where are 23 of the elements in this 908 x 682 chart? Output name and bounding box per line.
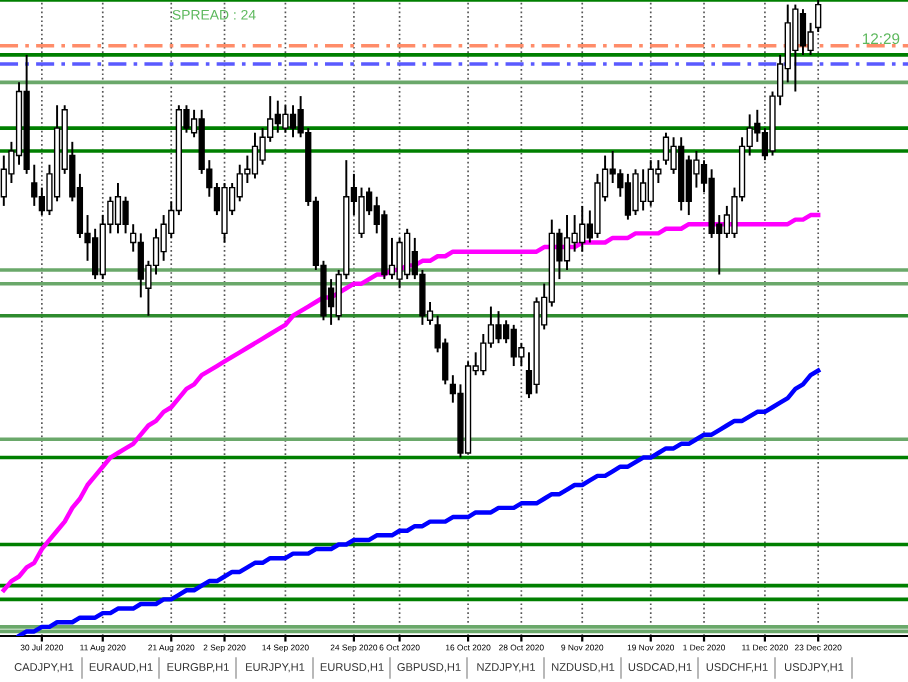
candlestick <box>114 182 122 235</box>
candlestick <box>251 131 259 180</box>
candlestick <box>274 99 281 134</box>
candlestick <box>282 104 289 134</box>
candlestick <box>632 168 639 217</box>
candlestick <box>289 104 297 139</box>
candlestick <box>799 8 807 56</box>
candlestick <box>685 154 692 217</box>
candlestick <box>92 227 99 281</box>
candlestick <box>723 204 730 239</box>
candlestick <box>404 227 411 281</box>
candlestick <box>579 204 586 253</box>
candlestick <box>495 310 502 345</box>
candlestick <box>396 236 403 290</box>
candlestick <box>662 131 670 166</box>
candlestick <box>510 323 517 368</box>
candlestick <box>624 172 632 221</box>
candlestick <box>792 3 799 93</box>
candlestick <box>640 168 647 212</box>
candlestick <box>221 182 228 244</box>
candlestick <box>563 214 571 271</box>
candlestick <box>647 159 654 207</box>
candlestick <box>236 163 243 203</box>
